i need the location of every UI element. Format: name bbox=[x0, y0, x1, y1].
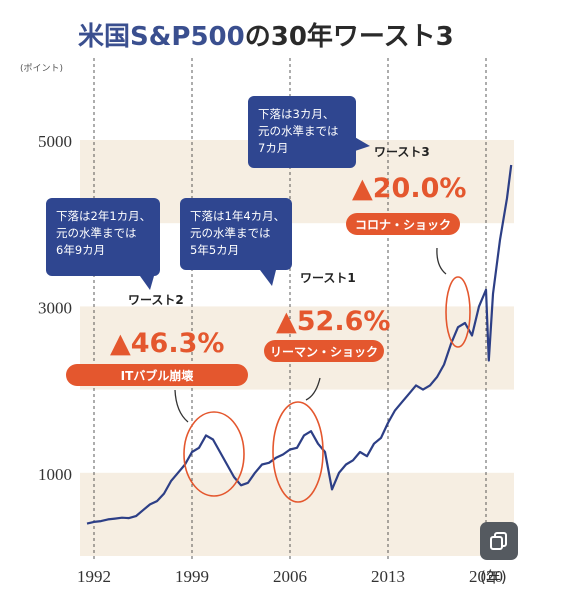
callout-text: 6年9カ月 bbox=[56, 243, 105, 257]
callout-text: 元の水準までは bbox=[190, 226, 271, 240]
callout-text: 下落は1年4カ月、 bbox=[190, 209, 285, 223]
chart-title: 米国S&P500の30年ワースト3 bbox=[78, 21, 454, 52]
drop-highlight-ellipse bbox=[183, 411, 245, 497]
event-label: リーマン・ショック bbox=[270, 345, 378, 359]
x-axis-label: (年) bbox=[480, 568, 507, 586]
callout-text: 元の水準までは bbox=[258, 124, 339, 138]
callout-tail bbox=[140, 276, 154, 290]
arrow bbox=[305, 377, 321, 401]
callout-text: 下落は2年1カ月、 bbox=[56, 209, 151, 223]
rank-label: ワースト3 bbox=[374, 145, 430, 159]
drop-highlight-ellipse bbox=[445, 276, 471, 348]
callout-text: 下落は3カ月、 bbox=[258, 107, 334, 121]
event-banner bbox=[346, 213, 460, 235]
x-tick-label: 2020 bbox=[469, 567, 503, 586]
rank-label: ワースト1 bbox=[300, 271, 356, 285]
drop-highlight-ellipse bbox=[272, 401, 324, 503]
x-tick-label: 2013 bbox=[371, 567, 405, 586]
copy-icon bbox=[490, 532, 507, 550]
drop-percent-label: ▲20.0% bbox=[352, 173, 466, 204]
x-tick-label: 1992 bbox=[77, 567, 111, 586]
callout-text: 元の水準までは bbox=[56, 226, 137, 240]
title-part: の30年ワースト3 bbox=[245, 21, 454, 52]
arrow bbox=[174, 389, 189, 423]
drop-percent-label: ▲52.6% bbox=[276, 306, 390, 337]
arrow bbox=[436, 247, 447, 275]
callout-text: 7カ月 bbox=[258, 141, 288, 155]
rank-label: ワースト2 bbox=[128, 293, 184, 307]
y-axis-label: (ポイント) bbox=[20, 63, 63, 74]
event-banner bbox=[264, 340, 384, 362]
title-part: 米国 bbox=[78, 22, 130, 52]
x-tick-label: 2006 bbox=[273, 567, 307, 586]
event-banner bbox=[66, 364, 248, 386]
x-tick-label: 1999 bbox=[175, 567, 209, 586]
drop-percent-label: ▲46.3% bbox=[110, 328, 224, 359]
y-tick-label: 3000 bbox=[38, 298, 72, 317]
callout-box bbox=[46, 198, 160, 276]
event-label: コロナ・ショック bbox=[355, 218, 451, 232]
grid-band bbox=[80, 472, 514, 556]
y-tick-label: 1000 bbox=[38, 465, 72, 484]
y-tick-label: 5000 bbox=[38, 132, 72, 151]
callout-text: 5年5カ月 bbox=[190, 243, 239, 257]
callout-tail bbox=[260, 270, 276, 286]
callout-tail bbox=[346, 132, 370, 154]
event-label: ITバブル崩壊 bbox=[121, 368, 195, 383]
copy-button[interactable] bbox=[480, 522, 518, 560]
title-part: S&P500 bbox=[130, 22, 245, 52]
callout-box bbox=[180, 198, 292, 270]
callout-box bbox=[248, 96, 356, 168]
series-line bbox=[86, 164, 513, 525]
